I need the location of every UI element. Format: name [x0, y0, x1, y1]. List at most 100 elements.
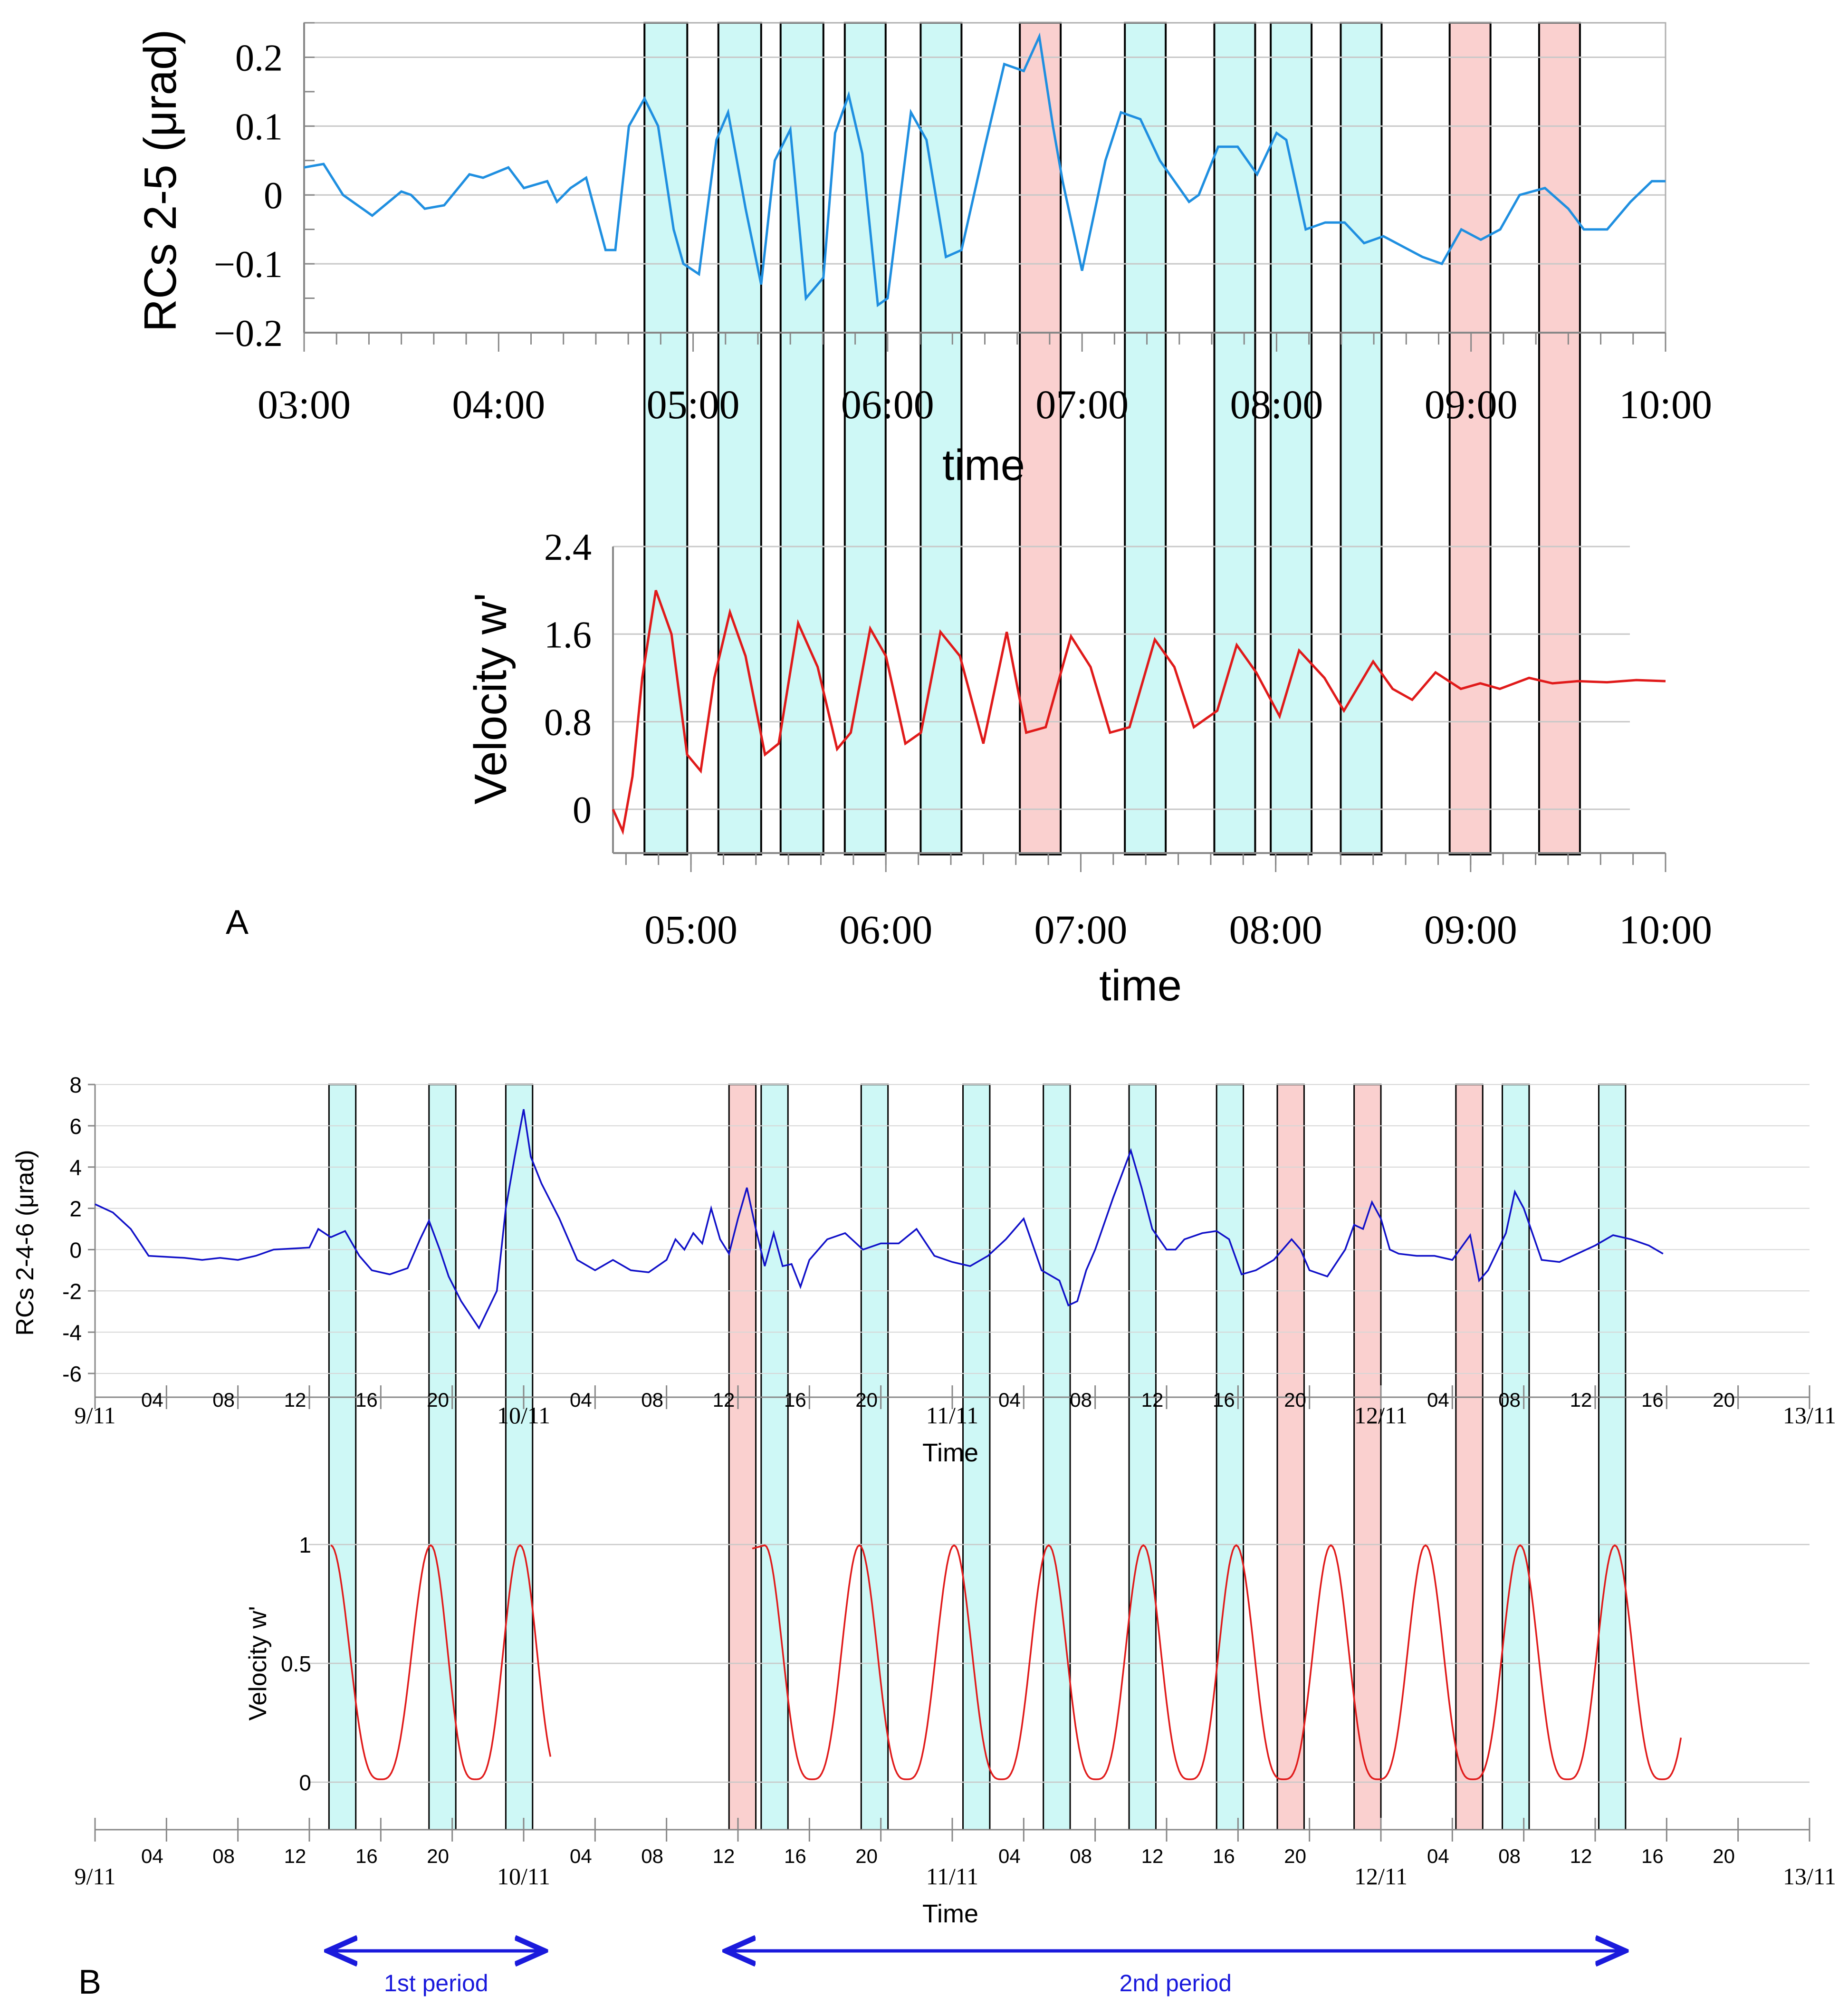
a-band-cyan — [1270, 22, 1313, 855]
a-top-y-tick-label: −0.1 — [214, 244, 283, 286]
b-band-pink — [1353, 1084, 1382, 1831]
a-top-x-tick-label: 05:00 — [647, 382, 740, 427]
b-band-cyan — [328, 1084, 357, 1831]
a-top-y-tick-label: 0 — [264, 175, 283, 217]
a-band-cyan — [643, 22, 689, 855]
b-bottom-tick-labels: 1 0.5 0 9/11 04 08 12 16 20 10/11 04 08 12 16 20 11/11 0… — [74, 1533, 1836, 1890]
a-bottom-x-tick-label: 09:00 — [1424, 907, 1517, 952]
b-bottom-y-tick-label: 0.5 — [281, 1651, 311, 1676]
b-bottom-x-tick-label: 12 — [284, 1845, 306, 1867]
b-top-x-tick-label: 12/11 — [1354, 1402, 1408, 1429]
b-bottom-x-tick-label: 16 — [355, 1845, 378, 1867]
b-bottom-x-tick-label: 9/11 — [74, 1863, 115, 1890]
period-1-label: 1st period — [384, 1970, 488, 1996]
b-top-x-tick-label: 16 — [784, 1389, 806, 1411]
a-bottom-x-axis-label: time — [1099, 961, 1182, 1010]
panel-a-bottom-chart: 2.4 1.6 0.8 0 05:00 06:00 07:00 08:00 09:00 10:00… — [465, 527, 1712, 1010]
a-bottom-y-tick-label: 1.6 — [544, 614, 592, 656]
a-top-y-tick-label: 0.1 — [235, 106, 283, 148]
b-top-tilt-line — [95, 1109, 1664, 1330]
a-bottom-x-tick-label: 07:00 — [1034, 907, 1127, 952]
b-band-pink — [728, 1084, 757, 1831]
b-top-x-tick-label: 20 — [1284, 1389, 1306, 1411]
a-top-x-tick-label: 06:00 — [841, 382, 934, 427]
b-bottom-x-tick-label: 11/11 — [926, 1863, 978, 1890]
b-top-x-tick-label: 16 — [1213, 1389, 1235, 1411]
b-top-x-tick-label: 04 — [570, 1389, 592, 1411]
a-bottom-y-tick-label: 0 — [573, 789, 592, 831]
a-top-y-tick-label: −0.2 — [214, 313, 283, 355]
b-bottom-x-tick-label: 08 — [1070, 1845, 1092, 1867]
b-bottom-grid — [309, 1544, 1810, 1783]
b-top-x-tick-label: 16 — [1641, 1389, 1664, 1411]
panel-a-label: A — [226, 903, 249, 941]
b-band-cyan — [505, 1084, 534, 1831]
b-top-x-tick-label: 04 — [141, 1389, 163, 1411]
b-bottom-x-tick-label: 10/11 — [497, 1863, 550, 1890]
b-top-x-tick-label: 08 — [1070, 1389, 1092, 1411]
b-band-cyan — [428, 1084, 457, 1831]
a-bottom-x-tick-label: 05:00 — [644, 907, 737, 952]
b-bottom-x-tick-label: 12 — [713, 1845, 735, 1867]
a-band-cyan — [779, 22, 824, 855]
b-bottom-y-tick-label: 0 — [299, 1770, 311, 1795]
a-top-x-tick-label: 10:00 — [1619, 382, 1712, 427]
b-bottom-x-tick-label: 12 — [1141, 1845, 1164, 1867]
b-bottom-x-tick-label: 12 — [1570, 1845, 1592, 1867]
a-bottom-y-axis-label: Velocity w' — [465, 593, 516, 804]
b-top-x-tick-label: 08 — [212, 1389, 235, 1411]
a-band-cyan — [919, 22, 963, 855]
b-band-cyan — [1216, 1084, 1245, 1831]
a-band-cyan — [843, 22, 887, 855]
b-bottom-velocity-line — [752, 1544, 1682, 1780]
b-band-cyan — [760, 1084, 789, 1831]
b-band-cyan — [1128, 1084, 1157, 1831]
b-bottom-x-tick-label: 16 — [1213, 1845, 1235, 1867]
a-top-axes — [303, 22, 1666, 352]
a-bottom-tick-labels: 2.4 1.6 0.8 0 05:00 06:00 07:00 08:00 09:00 10:00 — [544, 527, 1712, 952]
a-band-cyan — [1124, 22, 1167, 855]
b-top-y-tick-label: 8 — [69, 1073, 82, 1097]
b-top-x-tick-label: 20 — [1713, 1389, 1735, 1411]
b-bottom-x-tick-label: 08 — [212, 1845, 235, 1867]
b-bottom-x-tick-label: 16 — [784, 1845, 806, 1867]
a-top-x-tick-label: 09:00 — [1425, 382, 1518, 427]
a-top-x-tick-label: 08:00 — [1230, 382, 1323, 427]
b-bottom-y-axis-label: Velocity w' — [244, 1606, 272, 1720]
b-band-cyan — [1502, 1084, 1530, 1831]
b-top-x-tick-label: 16 — [355, 1389, 378, 1411]
b-band-cyan — [1598, 1084, 1627, 1831]
b-top-y-tick-label: 4 — [69, 1155, 82, 1180]
a-bottom-axes — [612, 547, 1666, 872]
b-top-y-tick-label: 6 — [69, 1114, 82, 1139]
a-band-pink — [1538, 22, 1581, 855]
b-top-x-axis-label: Time — [922, 1439, 978, 1467]
b-bottom-axes — [94, 1818, 1810, 1842]
b-top-x-tick-label: 20 — [427, 1389, 449, 1411]
b-top-x-tick-label: 13/11 — [1783, 1402, 1836, 1429]
b-bottom-x-tick-label: 13/11 — [1783, 1863, 1836, 1890]
a-top-tick-labels: 0.2 0.1 0 −0.1 −0.2 03:00 04:00 05:00 06:00 07:00… — [214, 37, 1712, 427]
b-top-x-tick-label: 10/11 — [497, 1402, 550, 1429]
a-band-pink — [1448, 22, 1492, 855]
b-top-x-tick-label: 12 — [1141, 1389, 1164, 1411]
b-top-x-tick-label: 12 — [1570, 1389, 1592, 1411]
a-band-pink — [1019, 22, 1062, 855]
b-bottom-x-tick-label: 08 — [641, 1845, 663, 1867]
b-bottom-x-tick-label: 04 — [998, 1845, 1021, 1867]
b-top-x-tick-label: 04 — [1427, 1389, 1449, 1411]
b-bottom-x-tick-label: 08 — [1498, 1845, 1521, 1867]
b-bottom-x-tick-label: 04 — [141, 1845, 163, 1867]
b-top-y-tick-label: 0 — [69, 1238, 82, 1262]
b-bottom-x-axis-label: Time — [922, 1900, 978, 1928]
a-band-cyan — [717, 22, 762, 855]
b-top-x-tick-label: 04 — [998, 1389, 1021, 1411]
b-bottom-velocity-lines — [330, 1544, 1682, 1780]
a-band-cyan — [1340, 22, 1383, 855]
a-bottom-x-tick-label: 08:00 — [1229, 907, 1322, 952]
period-annotations: 1st period 2nd period — [331, 1951, 1622, 1996]
b-top-x-tick-label: 08 — [1498, 1389, 1521, 1411]
b-top-axes — [88, 1084, 1810, 1409]
b-top-y-tick-label: 2 — [69, 1197, 82, 1221]
